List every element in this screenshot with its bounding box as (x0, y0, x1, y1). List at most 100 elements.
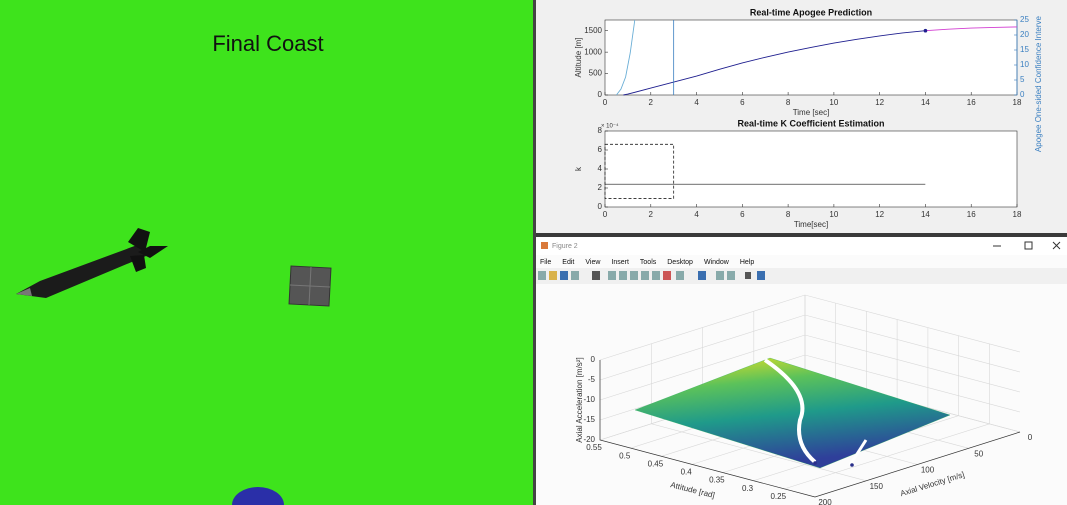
window-title: Figure 2 (552, 243, 578, 250)
menu-item[interactable]: File (540, 259, 551, 266)
y2-tick-label: 10 (1020, 60, 1029, 69)
x-tick-label: 14 (921, 98, 930, 107)
tool-icon[interactable] (676, 271, 684, 280)
x-tick-label: 0.45 (648, 459, 664, 468)
z-tick-label: -10 (583, 395, 595, 404)
y-axis-label: Altitude [m] (574, 37, 583, 77)
x-tick-label: 8 (786, 210, 791, 219)
grid-line (650, 343, 867, 482)
tool-icon[interactable] (663, 271, 671, 280)
x-tick-label: 10 (829, 210, 838, 219)
title-bar (536, 237, 1067, 255)
x-tick-label: 12 (875, 210, 884, 219)
axis-line (599, 360, 1021, 498)
tool-icon[interactable] (571, 271, 579, 280)
plot-area (604, 130, 1018, 208)
tool-icon[interactable] (592, 271, 600, 280)
menu-item[interactable]: Insert (611, 259, 629, 266)
x-tick-label: 2 (649, 210, 654, 219)
tool-icon[interactable] (698, 271, 706, 280)
tool-icon[interactable] (716, 271, 724, 280)
trajectory (848, 439, 868, 466)
tool-icon[interactable] (727, 271, 735, 280)
x-tick-label: 10 (829, 98, 838, 107)
tool-icon[interactable] (641, 271, 649, 280)
menu-item[interactable]: Tools (640, 259, 657, 266)
window-controls[interactable] (993, 241, 1061, 250)
divider (533, 0, 536, 505)
y-multiplier: × 10⁻⁴ (601, 123, 619, 130)
tool-icon[interactable] (652, 271, 660, 280)
scene-bg (0, 0, 533, 505)
x-tick-label: 8 (786, 98, 791, 107)
y-tick-label: 1500 (584, 26, 602, 35)
chart-title: Real-time K Coefficient Estimation (737, 118, 884, 128)
x-axis-label: Time [sec] (793, 108, 830, 117)
menu-item[interactable]: Help (740, 259, 755, 266)
menu-item[interactable]: Edit (562, 259, 574, 266)
y-tick-label: 50 (974, 449, 983, 458)
x-tick-label: 4 (694, 98, 699, 107)
x-tick-label: 0 (603, 210, 608, 219)
y2-axis-label: Apogee One-sided Confidence Interve (1034, 15, 1043, 152)
tool-icon[interactable] (630, 271, 638, 280)
x-tick-label: 16 (967, 98, 976, 107)
y2-tick-label: 20 (1020, 30, 1029, 39)
x-tick-label: 6 (740, 210, 745, 219)
close[interactable] (1052, 241, 1061, 250)
x-tick-label: 0.5 (619, 451, 631, 460)
figure-1-axes: Real-time Apogee Prediction Time [sec] Alt… (574, 7, 1043, 229)
z-tick-label: 0 (591, 355, 596, 364)
y-tick-label: 2 (598, 183, 603, 192)
z-tick-label: -15 (583, 415, 595, 424)
y-tick-label: 0 (598, 90, 603, 99)
x-tick-label: 0.55 (586, 443, 602, 452)
x-tick-label: 18 (1013, 98, 1022, 107)
tool-icon[interactable] (757, 271, 765, 280)
series-line (623, 31, 925, 95)
z-tick-label: -5 (588, 375, 596, 384)
toolbar-icons[interactable] (538, 271, 765, 280)
x-axis-label: Time[sec] (794, 220, 828, 229)
tool-icon[interactable] (608, 271, 616, 280)
rocket (16, 228, 168, 298)
tool-icon[interactable] (619, 271, 627, 280)
x-tick-label: 18 (1013, 210, 1022, 219)
z-axis-label: Axial Acceleration [m/s²] (575, 357, 584, 442)
tool-icon[interactable] (745, 272, 751, 279)
y-tick-label: 100 (921, 466, 935, 475)
series-line (616, 20, 634, 95)
x-tick-label: 14 (921, 210, 930, 219)
x-tick-label: 12 (875, 98, 884, 107)
x-tick-label: 6 (740, 98, 745, 107)
x-tick-label: 16 (967, 210, 976, 219)
y2-tick-label: 5 (1020, 75, 1025, 84)
window-icon (541, 242, 548, 249)
point (813, 461, 817, 465)
menu-item[interactable]: Desktop (667, 259, 693, 266)
marker (923, 28, 928, 33)
y-tick-label: 500 (589, 69, 603, 78)
x-tick-label: 0 (603, 98, 608, 107)
divider (536, 233, 1067, 237)
x-tick-label: 0.25 (770, 492, 786, 501)
series-line (925, 27, 1017, 31)
tool-icon[interactable] (549, 271, 557, 280)
tool-icon[interactable] (560, 271, 568, 280)
x-tick-label: 0.35 (709, 476, 725, 485)
menu-item[interactable]: View (585, 259, 601, 266)
x-tick-label: 0.3 (742, 484, 754, 493)
menu-item[interactable]: Window (704, 259, 730, 266)
maximize[interactable] (1024, 241, 1033, 250)
y-tick-label: 6 (598, 145, 603, 154)
scene-title: Final Coast (212, 31, 323, 56)
tool-icon[interactable] (538, 271, 546, 280)
y-tick-label: 4 (598, 164, 603, 173)
chart-title: Real-time Apogee Prediction (750, 7, 872, 17)
trajectory (763, 358, 817, 464)
menu-bar: File Edit View Insert Tools Desktop Window Help (540, 259, 754, 266)
x-tick-label: 4 (694, 210, 699, 219)
x-tick-label: 0.4 (681, 468, 693, 477)
